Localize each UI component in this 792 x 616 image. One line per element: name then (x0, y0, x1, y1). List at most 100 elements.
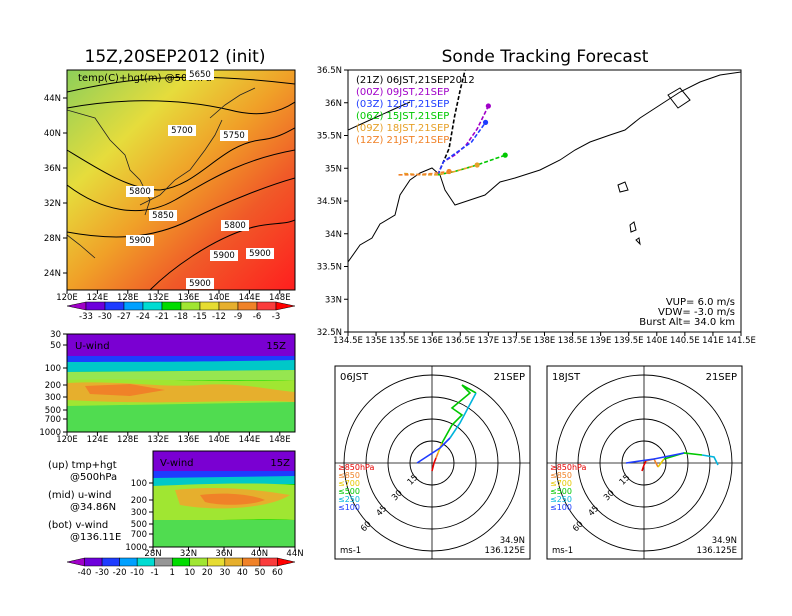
vwind-colorbar-label: -10 (130, 568, 144, 578)
hodograph-level-label: ≤700 (550, 479, 572, 488)
track-x-tick-label: 138.5E (558, 336, 588, 346)
hodograph-trace (416, 437, 451, 464)
vwind-colorbar-label: 40 (237, 568, 248, 578)
hodograph-level-label: ≤250 (550, 495, 572, 504)
vwind-title: V-wind (160, 458, 194, 469)
temp-colorbar: -33 -30 -27 -24 -21 -18 -15 -12 -9 -6 -3 (66, 301, 296, 322)
contour-5750 (67, 127, 295, 191)
hodograph-trace (431, 457, 437, 472)
legend-note-sub: @136.11E (70, 532, 121, 543)
coast-taiwan (67, 234, 96, 259)
colorbar-label: -21 (155, 312, 169, 322)
legend-note-sub: @34.86N (70, 502, 116, 513)
hodograph-unit: ms-1 (340, 546, 361, 556)
colorbar-swatch (199, 301, 220, 311)
vwind-colorbar-label: 30 (219, 568, 230, 578)
contour-5850 (67, 177, 295, 238)
temp-x-tick-label: 132E (147, 293, 169, 303)
vwind-colorbar-label: -1 (150, 568, 158, 578)
hodograph-level-label: ≤500 (338, 487, 360, 496)
sonde-track-line (404, 164, 478, 176)
contour-label-bg (246, 248, 274, 259)
colorbar-label: -6 (253, 312, 261, 322)
uwind-x-tick-label: 144E (239, 435, 261, 445)
track-y-tick-label: 36N (325, 99, 342, 109)
hodograph-level-label: ≤100 (550, 503, 572, 512)
track-x-tick-label: 135E (365, 336, 387, 346)
right-title: Sonde Tracking Forecast (442, 47, 649, 67)
vwind-y-tick-label: 300 (131, 508, 147, 518)
track-map-panel: (21Z) 06JST,21SEP2012(00Z) 09JST,21SEP(0… (317, 66, 756, 346)
uwind-y-tick-label: 500 (45, 406, 61, 416)
colorbar-swatch (161, 301, 182, 311)
vwind-x-tick-label: 40N (251, 549, 268, 559)
track-x-ticks: 134.5E 135E 135.5E 136E 136.5E 137E 137.5E 138E… (333, 332, 756, 346)
track-y-tick-label: 32.5N (317, 328, 342, 338)
uwind-x-tick-label: 124E (87, 435, 109, 445)
track-y-ticks: 36.5N 36N 35.5N 35N 34.5N 34N 33.5N 33N 32.5N (317, 66, 348, 338)
vwind-colorbar-swatch (66, 557, 85, 567)
track-legend-entry: (21Z) 06JST,21SEP2012 (356, 75, 475, 86)
hodograph-trace (449, 392, 477, 439)
panel-legend-notes: (up) tmp+hgt@500hPa (mid) u-wind@34.86N (b… (48, 460, 121, 543)
vwind-x-tick-label: 44N (286, 549, 303, 559)
hodograph-level-label: ≤100 (338, 503, 360, 512)
sonde-track-line (398, 170, 450, 176)
track-legend: (21Z) 06JST,21SEP2012(00Z) 09JST,21SEP(0… (356, 75, 475, 146)
uwind-y-tick-label: 30 (50, 330, 61, 340)
track-y-tick-label: 34N (325, 230, 342, 240)
temp-x-tick-label: 128E (117, 293, 139, 303)
colorbar-swatch (104, 301, 125, 311)
contour-label: 5700 (171, 126, 193, 136)
uwind-y-tick-label: 50 (50, 341, 61, 351)
vwind-colorbar-swatch (171, 557, 191, 567)
track-legend-entry: (00Z) 09JST,21SEP (356, 87, 449, 98)
contour-5700 (67, 100, 295, 115)
track-x-tick-label: 140.5E (670, 336, 700, 346)
colorbar-label: -3 (272, 312, 280, 322)
vwind-colorbar-swatch (224, 557, 243, 567)
vwind-x-ticks: 28N 32N 36N 40N 44N (144, 547, 304, 559)
contour-label: 5900 (213, 251, 235, 261)
temp-y-tick-label: 40N (44, 129, 61, 139)
sonde-track-endpoint (502, 152, 508, 158)
island-a (617, 181, 629, 193)
track-x-tick-label: 134.5E (333, 336, 363, 346)
track-legend-entry: (12Z) 21JST,21SEP (356, 135, 449, 146)
legend-note-head: (mid) u-wind (48, 490, 111, 501)
contour-label: 5900 (129, 236, 151, 246)
contour-5650 (67, 76, 295, 93)
track-x-tick-label: 136.5E (445, 336, 475, 346)
uwind-y-tick-label: 1000 (39, 428, 61, 438)
track-x-tick-label: 141.5E (726, 336, 756, 346)
contour-label-bg (126, 186, 154, 197)
colorbar-label: -24 (136, 312, 150, 322)
track-y-tick-label: 34.5N (317, 197, 342, 207)
vwind-time: 15Z (270, 458, 290, 469)
vwind-colorbar-swatch (259, 557, 278, 567)
temp-x-tick-label: 124E (87, 293, 109, 303)
coast-hokkaido (209, 87, 256, 119)
contour-label-bg (126, 235, 154, 246)
hodograph-date: 21SEP (494, 372, 525, 383)
hodograph-level-label: ≤500 (550, 487, 572, 496)
vwind-colorbar-swatch (119, 557, 138, 567)
track-x-tick-label: 138E (534, 336, 556, 346)
contour-label: 5650 (189, 70, 211, 80)
island-b (629, 221, 637, 233)
track-map-frame (347, 69, 742, 333)
colorbar-label: -27 (117, 312, 131, 322)
colorbar-swatch (66, 301, 87, 311)
colorbar-label: -33 (79, 312, 93, 322)
vwind-colorbar-label: 60 (272, 568, 283, 578)
uwind-y-tick-label: 200 (45, 381, 61, 391)
contour-label: 5750 (223, 131, 245, 141)
vwind-colorbar-swatch (277, 557, 296, 567)
hodograph-lat: 34.9N (712, 536, 737, 546)
track-y-tick-label: 35.5N (317, 132, 342, 142)
vwind-y-tick-label: 700 (131, 530, 147, 540)
temp-y-tick-label: 32N (44, 199, 61, 209)
uwind-time: 15Z (266, 341, 286, 352)
